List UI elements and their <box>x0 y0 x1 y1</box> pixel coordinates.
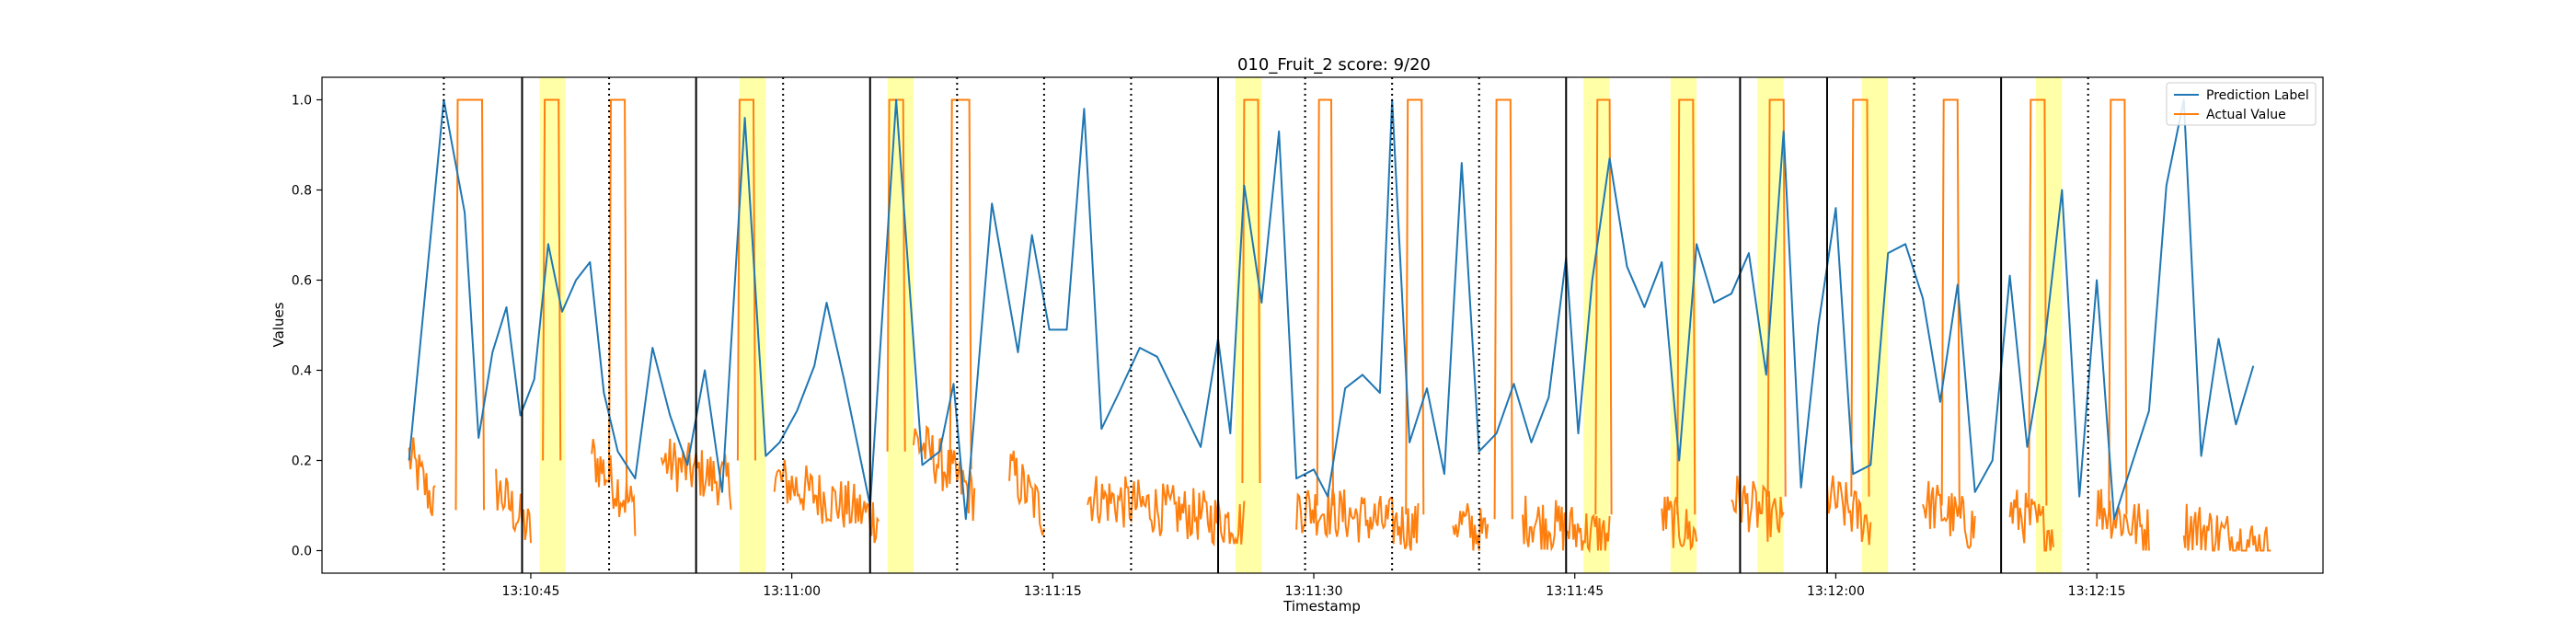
x-axis-label: Timestamp <box>1282 598 1361 615</box>
y-axis: 0.0 0.2 0.4 0.6 0.8 1.0 <box>292 94 322 559</box>
x-tick-label-4: 13:11:30 <box>1285 584 1343 599</box>
actual-pulse-12 <box>1676 98 1696 515</box>
actual-baseline-segment-10 <box>1452 503 1489 551</box>
actual-baseline-segment-16 <box>2008 489 2054 552</box>
legend: Prediction Label Actual Value <box>2166 82 2317 126</box>
actual-pulse-3 <box>608 98 628 484</box>
actual-baseline-segment-1 <box>408 437 436 516</box>
x-tick-label-6: 13:12:00 <box>1807 584 1865 599</box>
highlight-layer <box>539 77 2063 573</box>
actual-baseline-segment-5 <box>773 459 880 544</box>
actual-pulse-9 <box>1405 98 1425 515</box>
highlight-band-8 <box>1861 77 1889 573</box>
actual-baseline-segment-12 <box>1661 496 1698 551</box>
legend-entry-actual: Actual Value <box>2206 108 2286 122</box>
y-tick-label-4: 0.6 <box>292 274 312 289</box>
actual-pulse-14 <box>1850 98 1870 497</box>
y-tick-label-1: 0.0 <box>292 545 312 559</box>
highlight-band-2 <box>739 77 766 573</box>
actual-pulse-10 <box>1493 98 1513 520</box>
actual-pulse-16 <box>2028 98 2048 506</box>
actual-pulse-17 <box>2108 98 2128 515</box>
actual-pulse-13 <box>1766 98 1787 497</box>
x-axis: 13:10:45 13:11:00 13:11:15 13:11:30 13:11:45… <box>502 573 2126 599</box>
actual-baseline-segment-7 <box>1008 450 1045 535</box>
highlight-band-6 <box>1670 77 1697 573</box>
highlight-band-9 <box>2035 77 2063 573</box>
actual-baseline-segment-3 <box>591 439 637 536</box>
actual-baseline-segment-6 <box>913 424 976 522</box>
legend-entry-prediction: Prediction Label <box>2206 88 2309 103</box>
x-tick-label-2: 13:11:00 <box>763 584 821 599</box>
y-tick-label-2: 0.2 <box>292 454 312 469</box>
x-tick-label-7: 13:12:15 <box>2068 584 2126 599</box>
y-tick-label-5: 0.8 <box>292 184 312 199</box>
actual-pulse-11 <box>1594 98 1613 515</box>
actual-baseline-segment-17 <box>2096 489 2150 551</box>
x-tick-label-1: 13:10:45 <box>502 584 560 599</box>
legend-box <box>2166 82 2317 126</box>
actual-pulse-8 <box>1316 98 1334 506</box>
plot-background <box>322 77 2323 573</box>
actual-baseline-segment-9 <box>1295 488 1420 551</box>
x-tick-label-5: 13:11:45 <box>1546 584 1604 599</box>
plot-area <box>321 76 2324 574</box>
actual-pulse-6 <box>949 98 972 470</box>
highlight-band-4 <box>1235 77 1262 573</box>
actual-pulse-1 <box>454 98 485 511</box>
y-tick-label-3: 0.4 <box>292 364 312 379</box>
boundary-lines <box>443 77 2089 573</box>
plot-frame <box>321 76 2324 574</box>
actual-baseline-segment-15 <box>1922 480 1976 550</box>
x-tick-label-3: 13:11:15 <box>1024 584 1082 599</box>
y-axis-label: Values <box>270 302 287 347</box>
actual-baseline-segment-14 <box>1826 475 1872 546</box>
chart-title: 010_Fruit_2 score: 9/20 <box>1237 55 1431 75</box>
y-tick-label-6: 1.0 <box>292 94 312 109</box>
actual-baseline-segment-18 <box>2182 503 2271 552</box>
actual-baseline-segment-2 <box>495 468 532 544</box>
